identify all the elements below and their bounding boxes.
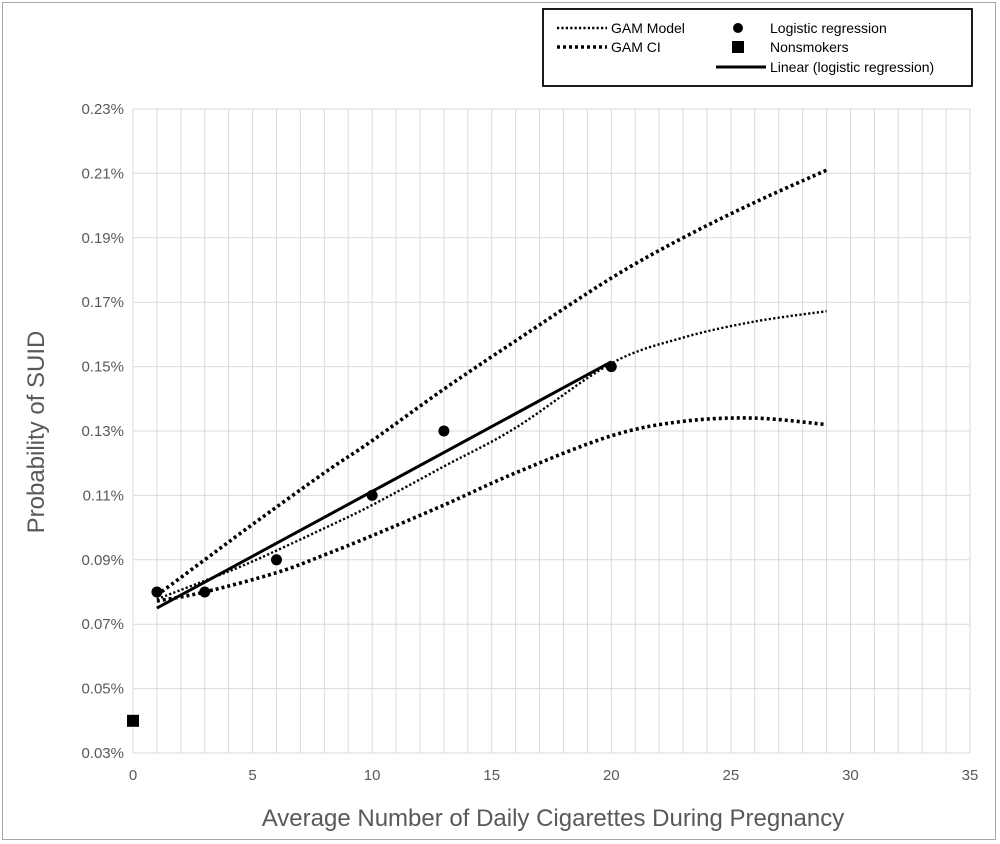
legend-symbol [733,23,743,33]
x-tick-label: 15 [483,767,500,784]
gam-ci-lower-line [156,416,827,603]
y-tick-label: 0.15% [81,359,124,376]
y-axis-title: Probability of SUID [23,331,50,534]
legend-item-gam-ci: GAM CI [557,39,661,55]
y-tick-label: 0.03% [81,745,124,762]
x-tick-label: 10 [364,767,381,784]
y-tick-label: 0.21% [81,165,124,182]
logistic-regression-point [199,586,211,598]
logistic-regression-point [270,554,282,566]
legend-label: GAM CI [611,39,661,55]
x-tick-label: 30 [842,767,859,784]
x-tick-label: 20 [603,767,620,784]
x-tick-label: 35 [962,767,979,784]
legend-label: GAM Model [611,20,685,36]
legend-item-linear-logistic-regression: Linear (logistic regression) [716,59,934,75]
x-axis-title: Average Number of Daily Cigarettes Durin… [262,805,845,832]
y-tick-label: 0.07% [81,616,124,633]
legend-label: Nonsmokers [770,39,849,55]
legend-label: Linear (logistic regression) [770,59,934,75]
logistic-regression-point [438,425,450,437]
y-tick-label: 0.05% [81,681,124,698]
y-tick-label: 0.13% [81,423,124,440]
legend-box [542,8,973,87]
x-tick-label: 5 [248,767,256,784]
legend-symbol [732,41,744,53]
logistic-regression-point [151,586,163,598]
y-tick-label: 0.11% [83,487,124,504]
legend-item-logistic-regression: Logistic regression [733,20,887,36]
gam-ci-upper-line [155,168,828,597]
y-tick-label: 0.19% [81,230,124,247]
y-tick-label: 0.09% [81,552,124,569]
legend-label: Logistic regression [770,20,887,36]
y-tick-label: 0.17% [81,294,124,311]
data-series [127,168,828,727]
y-tick-label: 0.23% [81,101,124,118]
legend: GAM Model Logistic regression GAM CI Nonsmo… [542,8,973,87]
grid-lines [132,108,971,754]
x-tick-label: 0 [129,767,137,784]
legend-item-nonsmokers: Nonsmokers [732,39,849,55]
linear-logistic-regression-line [156,360,613,610]
tick-labels: 0.03% 0.05% 0.07% 0.09% 0.11% 0.13% 0.15% 0.17%… [81,101,978,784]
x-tick-label: 25 [723,767,740,784]
legend-item-gam-model: GAM Model [557,20,685,36]
nonsmokers-point [127,714,139,727]
